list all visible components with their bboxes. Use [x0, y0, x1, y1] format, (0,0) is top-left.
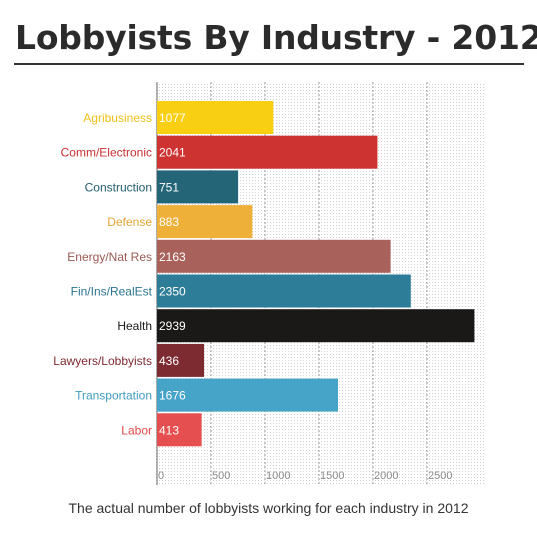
bar-value-label: 1077 [159, 111, 186, 125]
bar [157, 101, 274, 134]
chart-caption: The actual number of lobbyists working f… [68, 500, 469, 516]
category-label: Agribusiness [83, 111, 152, 125]
bar-value-label: 413 [159, 423, 179, 437]
bar [157, 239, 391, 273]
x-tick-label: 0 [158, 470, 164, 482]
bar-value-label: 883 [159, 215, 179, 229]
bar-value-label: 2041 [159, 146, 186, 160]
bar [157, 343, 205, 377]
bar-value-label: 436 [159, 354, 179, 368]
bar-value-label: 2939 [159, 319, 186, 333]
category-label: Lawyers/Lobbyists [53, 354, 152, 368]
x-tick-label: 500 [212, 470, 230, 482]
bar-value-label: 2350 [159, 285, 186, 299]
bar [157, 205, 253, 239]
bar-value-label: 751 [159, 180, 179, 194]
category-label: Defense [107, 215, 152, 229]
bar [157, 413, 202, 447]
bar [157, 135, 378, 169]
bar [157, 378, 339, 412]
bar [157, 309, 475, 343]
category-label: Transportation [75, 389, 152, 403]
x-tick-label: 2000 [374, 470, 398, 482]
bar-value-label: 1676 [159, 389, 186, 403]
category-label: Fin/Ins/RealEst [71, 285, 153, 299]
bar-value-label: 2163 [159, 250, 186, 264]
category-label: Comm/Electronic [61, 146, 152, 160]
category-label: Construction [85, 180, 152, 194]
x-tick-label: 2500 [428, 470, 452, 482]
x-tick-label: 1000 [266, 470, 290, 482]
category-label: Health [117, 319, 152, 333]
category-label: Energy/Nat Res [67, 250, 152, 264]
category-label: Labor [121, 423, 152, 437]
x-tick-label: 1500 [320, 470, 344, 482]
bar [157, 274, 411, 308]
chart-title: Lobbyists By Industry - 2012 [15, 18, 537, 57]
title-underline [14, 63, 524, 65]
bar [157, 170, 239, 204]
